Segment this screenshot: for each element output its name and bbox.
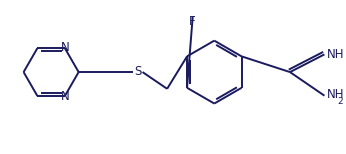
Text: N: N (61, 90, 69, 103)
Text: 2: 2 (337, 97, 343, 106)
Text: N: N (61, 41, 69, 54)
Text: F: F (189, 15, 196, 28)
Text: S: S (134, 65, 141, 78)
Text: NH: NH (326, 88, 344, 101)
Text: NH: NH (326, 48, 344, 61)
